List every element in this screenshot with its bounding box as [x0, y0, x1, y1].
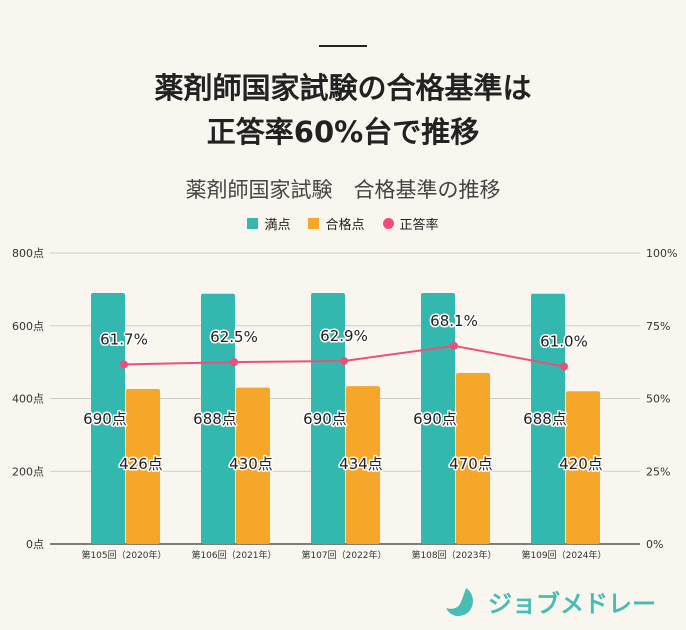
- legend-label: 満点: [264, 218, 291, 233]
- y-right-tick: 25%: [646, 465, 670, 478]
- bar-pass: [126, 389, 160, 544]
- point-rate: [450, 341, 458, 350]
- data-label-rate: 68.1%: [430, 312, 478, 330]
- x-tick-label: 第109回（2024年）: [521, 549, 606, 561]
- point-rate: [560, 362, 568, 371]
- y-right-tick: 0%: [646, 538, 663, 551]
- y-left-tick: 800点: [12, 247, 44, 260]
- brand-logo: ジョブメドレー: [444, 584, 656, 619]
- decorative-rule: [319, 45, 367, 47]
- data-label-full: 688点: [193, 410, 237, 428]
- y-left-tick: 0点: [26, 538, 44, 551]
- bar-pass: [456, 373, 490, 544]
- headline: 薬剤師国家試験の合格基準は 正答率60%台で推移: [0, 66, 686, 154]
- data-label-full: 690点: [83, 410, 127, 428]
- legend-swatch: [308, 218, 320, 229]
- data-label-pass: 470点: [449, 455, 493, 473]
- y-right-tick: 50%: [646, 393, 670, 406]
- y-left-tick: 400点: [12, 393, 44, 406]
- bar-full: [421, 293, 455, 544]
- legend-swatch: [247, 218, 259, 229]
- legend-swatch: [382, 218, 394, 229]
- bar-full: [201, 293, 235, 544]
- brand-logo-icon: [446, 587, 473, 616]
- bar-pass: [236, 387, 270, 544]
- chart-title: 薬剤師国家試験 合格基準の推移: [185, 178, 501, 202]
- data-label-full: 688点: [523, 410, 567, 428]
- y-right-tick: 100%: [646, 247, 677, 260]
- data-label-full: 690点: [303, 410, 347, 428]
- data-label-rate: 62.9%: [320, 327, 368, 345]
- x-tick-label: 第105回（2020年）: [81, 549, 166, 561]
- x-tick-label: 第107回（2022年）: [301, 549, 386, 561]
- bar-pass: [566, 391, 600, 544]
- y-left-tick: 200点: [12, 465, 44, 478]
- brand-name: ジョブメドレー: [488, 590, 656, 618]
- point-rate: [340, 356, 348, 365]
- data-label-rate: 61.7%: [100, 330, 148, 348]
- legend: 満点 合格点 正答率: [0, 214, 686, 233]
- point-rate: [230, 358, 238, 367]
- bar-full: [311, 293, 345, 544]
- data-label-full: 690点: [413, 410, 457, 428]
- data-label-pass: 420点: [559, 455, 603, 473]
- legend-item-rate: 正答率: [382, 214, 439, 233]
- legend-label: 合格点: [325, 218, 365, 233]
- y-left-tick: 600点: [12, 320, 44, 333]
- bar-full: [531, 293, 565, 544]
- headline-line2: 正答率60%台で推移: [206, 115, 480, 149]
- legend-item-pass: 合格点: [308, 214, 365, 233]
- y-right-tick: 75%: [646, 320, 670, 333]
- bar-full: [91, 293, 125, 544]
- data-label-pass: 434点: [339, 455, 383, 473]
- point-rate: [120, 360, 128, 369]
- data-label-rate: 62.5%: [210, 328, 258, 346]
- data-label-pass: 426点: [119, 455, 163, 473]
- x-tick-label: 第106回（2021年）: [191, 549, 276, 561]
- bar-pass: [346, 386, 380, 544]
- headline-line1: 薬剤師国家試験の合格基準は: [154, 71, 532, 105]
- legend-item-full: 満点: [247, 214, 290, 233]
- data-label-rate: 61.0%: [540, 332, 588, 350]
- data-label-pass: 430点: [229, 455, 273, 473]
- x-tick-label: 第108回（2023年）: [411, 549, 496, 561]
- legend-label: 正答率: [399, 218, 439, 233]
